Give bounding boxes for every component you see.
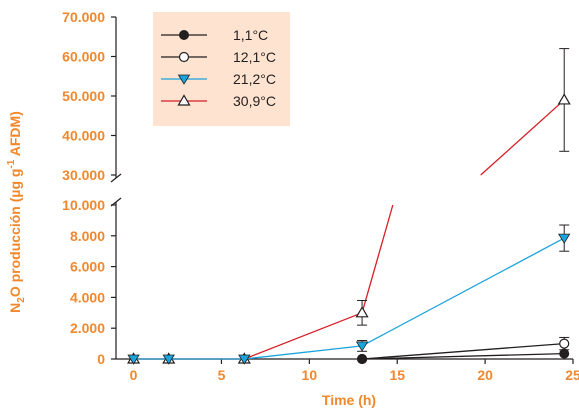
y-tick-label: 8.000 — [70, 228, 105, 244]
y-tick-label: 70.000 — [62, 9, 105, 25]
data-point — [559, 348, 570, 359]
series-line — [244, 312, 363, 360]
x-axis-title: Time (h) — [322, 392, 376, 408]
y-title-mid: O producción (µg g — [7, 169, 23, 298]
y-tick-label: 0 — [97, 351, 105, 367]
legend-marker — [179, 30, 189, 40]
axis-break-mark — [110, 173, 122, 183]
legend: 1,1°C 12,1°C 21,2°C 30,9°C — [153, 12, 290, 126]
data-point — [355, 306, 369, 318]
y-tick-label: 40.000 — [62, 128, 105, 144]
y-tick-label: 4.000 — [70, 289, 105, 305]
data-point — [559, 338, 570, 349]
y-title-sub: 2 — [16, 297, 27, 303]
y-axis-title: N2O producción (µg g-1 AFDM) — [6, 111, 27, 313]
legend-box — [153, 12, 290, 126]
y-tick-label: 30.000 — [62, 167, 105, 183]
data-point — [357, 354, 368, 364]
legend-label: 30,9°C — [233, 93, 276, 109]
series-21,2°C — [127, 224, 571, 365]
y-title-prefix: N — [7, 303, 23, 313]
axes: 0 2.000 4.000 6.000 8.000 10.000 30.000 40.000 5… — [62, 9, 579, 383]
y-tick-label: 6.000 — [70, 259, 105, 275]
series-line — [361, 204, 394, 313]
data-point — [162, 354, 175, 365]
y-title-sup: -1 — [6, 159, 17, 168]
series-line — [361, 237, 565, 347]
y-tick-label: 10.000 — [62, 197, 105, 213]
y-tick-label: 2.000 — [70, 320, 105, 336]
legend-label: 21,2°C — [233, 71, 276, 87]
y-tick-label: 50.000 — [62, 88, 105, 104]
data-point — [557, 233, 571, 244]
series-line — [480, 99, 565, 176]
x-tick-label: 0 — [130, 367, 138, 383]
data-point — [355, 341, 369, 352]
legend-marker — [177, 94, 191, 106]
data-point — [238, 354, 251, 365]
series-line — [244, 345, 363, 360]
x-tick-label: 20 — [477, 367, 493, 383]
x-tick-label: 15 — [389, 367, 405, 383]
x-tick-label: 10 — [302, 367, 318, 383]
series-1,1°C — [357, 348, 570, 364]
legend-marker — [178, 51, 190, 63]
y-tick-label: 60.000 — [62, 49, 105, 65]
data-point — [557, 93, 571, 105]
data-point — [127, 354, 140, 365]
x-tick-label: 5 — [218, 367, 226, 383]
legend-marker — [177, 74, 191, 85]
series-layer — [127, 48, 571, 365]
legend-label: 1,1°C — [233, 27, 268, 43]
y-title-suffix: AFDM) — [7, 111, 23, 159]
series-line — [362, 352, 565, 360]
x-tick-label: 25 — [565, 367, 579, 383]
series-line — [362, 342, 565, 360]
legend-label: 12,1°C — [233, 49, 276, 65]
